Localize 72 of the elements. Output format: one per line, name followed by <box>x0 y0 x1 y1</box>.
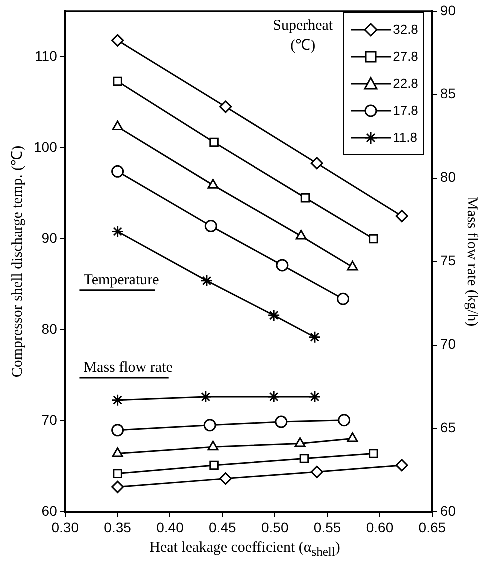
x-tick-label: 0.40 <box>156 519 184 536</box>
legend-label: 22.8 <box>393 76 418 92</box>
y2-tick-label: 80 <box>440 169 456 186</box>
point <box>113 76 122 86</box>
point <box>310 157 324 170</box>
y2-tick-label: 85 <box>440 86 456 102</box>
point <box>112 226 124 238</box>
y-axis-title: Compressor shell discharge temp. (℃) <box>10 146 26 378</box>
point <box>204 220 218 233</box>
point <box>112 165 124 178</box>
legend-label: 17.8 <box>393 103 418 118</box>
y-tick-label: 100 <box>34 138 58 155</box>
point <box>208 440 219 451</box>
y-tick-label: 110 <box>35 48 58 64</box>
y2-axis-title: Mass flow rate (kg/h) <box>464 197 480 327</box>
y-tick-label: 70 <box>42 412 58 428</box>
x-tick-label: 0.65 <box>418 519 446 536</box>
point <box>200 274 214 288</box>
point <box>276 259 289 272</box>
y2-tick-label: 65 <box>440 420 456 436</box>
point <box>396 210 408 223</box>
y2-tick-label: 70 <box>440 336 456 352</box>
legend-label: 11.8 <box>393 130 418 146</box>
point <box>112 448 124 458</box>
x-tick-label: 0.35 <box>104 519 132 536</box>
x-axis-title: Heat leakage coefficient (α$_{shell}$) <box>148 540 342 560</box>
point <box>296 230 307 240</box>
legend-label: 32.8 <box>393 22 418 38</box>
point <box>338 414 351 427</box>
legend-title: Superheat (℃) <box>272 17 334 56</box>
y-tick-label: 90 <box>42 230 58 246</box>
point <box>208 179 219 189</box>
point <box>112 394 124 407</box>
point <box>310 466 324 478</box>
point <box>275 416 288 428</box>
legend-label: 27.8 <box>393 49 418 64</box>
x-tick-label: 0.30 <box>52 519 80 536</box>
point <box>204 419 216 432</box>
x-tick-label: 0.55 <box>314 519 342 536</box>
point <box>210 460 219 470</box>
point <box>112 424 124 437</box>
point <box>220 472 232 486</box>
annotation: Temperature <box>84 272 160 288</box>
point <box>369 449 378 458</box>
point <box>308 331 322 344</box>
point <box>268 309 280 322</box>
x-tick-label: 0.50 <box>261 519 289 536</box>
y-tick-label: 60 <box>42 503 58 520</box>
point <box>113 469 122 478</box>
point <box>112 120 124 131</box>
point <box>294 438 306 448</box>
y-tick-label: 80 <box>42 320 58 337</box>
point <box>300 454 310 464</box>
point <box>347 432 358 442</box>
y2-tick-label: 75 <box>440 252 456 269</box>
point <box>112 34 124 47</box>
point <box>337 292 350 306</box>
annotation: Mass flow rate <box>84 360 174 376</box>
point <box>200 390 212 404</box>
point <box>112 480 124 494</box>
point <box>210 138 219 148</box>
point <box>308 390 322 404</box>
point <box>268 390 280 404</box>
point <box>369 234 378 244</box>
point <box>396 459 408 472</box>
y2-tick-label: 60 <box>440 503 456 520</box>
x-tick-label: 0.60 <box>366 519 394 536</box>
point <box>300 193 310 203</box>
point <box>220 100 232 114</box>
y2-tick-label: 90 <box>440 2 456 18</box>
point <box>347 261 358 271</box>
x-tick-label: 0.45 <box>209 519 237 536</box>
